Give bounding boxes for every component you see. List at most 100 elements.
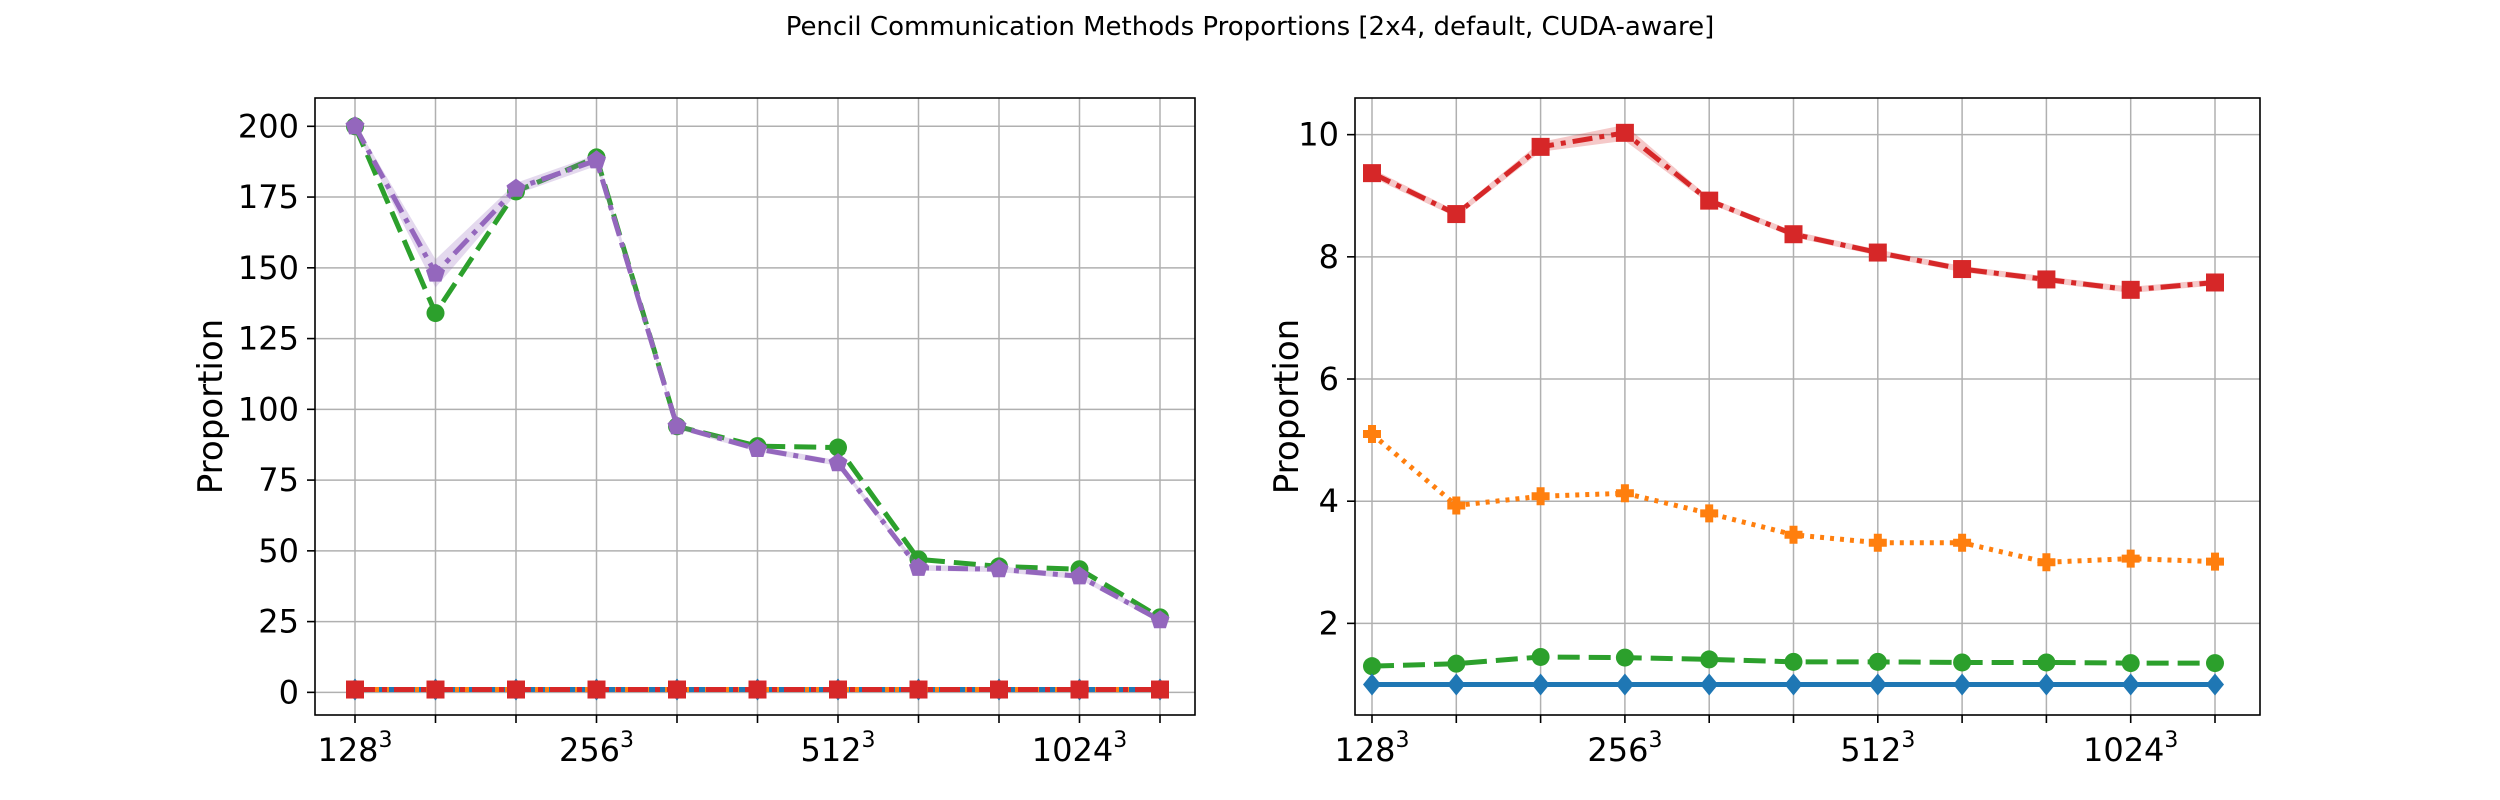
- data-point: [1700, 504, 1719, 523]
- data-point: [1363, 164, 1381, 183]
- data-point: [1615, 484, 1634, 503]
- y-axis-label: Proportion: [1267, 319, 1307, 494]
- data-point: [1868, 533, 1887, 552]
- data-point: [1615, 673, 1634, 696]
- data-point: [2121, 673, 2140, 696]
- data-point: [2121, 654, 2140, 673]
- data-point: [1531, 137, 1550, 156]
- y-tick-label: 4: [1319, 482, 1339, 520]
- data-point: [1953, 653, 1972, 672]
- series-2: [1363, 424, 2224, 572]
- y-tick-label: 150: [238, 249, 299, 287]
- data-point: [1615, 123, 1634, 142]
- y-tick-label: 175: [238, 178, 299, 216]
- data-point: [507, 680, 525, 699]
- data-point: [1447, 654, 1466, 673]
- data-point: [2206, 654, 2224, 673]
- series-5: [346, 680, 1169, 699]
- data-point: [829, 680, 847, 699]
- data-point: [2037, 553, 2056, 572]
- x-tick-label: 10243: [1032, 728, 1127, 769]
- y-tick-label: 100: [238, 390, 299, 428]
- y-axis-label: Proportion: [191, 319, 231, 494]
- x-tick-label: 5123: [1840, 728, 1915, 769]
- data-point: [345, 116, 365, 135]
- data-point: [1363, 424, 1381, 443]
- data-point: [346, 680, 364, 699]
- series-2: [345, 116, 1170, 629]
- data-point: [1784, 525, 1803, 544]
- x-tick-label: 2563: [1587, 728, 1662, 769]
- data-point: [426, 680, 445, 699]
- data-point: [668, 680, 686, 699]
- data-point: [2037, 270, 2056, 289]
- y-tick-label: 50: [258, 532, 299, 570]
- y-tick-label: 25: [258, 603, 299, 641]
- data-point: [587, 150, 606, 169]
- data-point: [829, 438, 847, 457]
- series-1: [1363, 123, 2224, 299]
- chart-panel-1: 0 25 50 75 100 125 150 175 200 1283 2563 5123 10243 P…: [191, 97, 1196, 769]
- axes-frame: [314, 97, 1196, 716]
- y-tick-label: 8: [1319, 238, 1339, 276]
- data-point: [1784, 673, 1803, 696]
- x-tick-label: 1283: [1334, 728, 1409, 769]
- data-point: [909, 680, 928, 699]
- y-tick-label: 6: [1319, 360, 1339, 398]
- data-point: [1531, 673, 1550, 696]
- series-4: [1363, 673, 2224, 696]
- data-point: [1070, 566, 1089, 585]
- data-point: [1953, 533, 1972, 552]
- data-point: [2206, 273, 2224, 292]
- y-tick-label: 125: [238, 320, 299, 358]
- data-point: [2037, 673, 2056, 696]
- y-tick-label: 0: [279, 673, 299, 711]
- data-point: [426, 304, 445, 323]
- data-point: [1447, 205, 1466, 224]
- series-line: [352, 125, 1162, 620]
- data-point: [1868, 673, 1887, 696]
- data-point: [1615, 648, 1634, 667]
- data-point: [1700, 191, 1719, 210]
- data-point: [1784, 225, 1803, 244]
- y-tick-label: 75: [258, 461, 299, 499]
- data-point: [1447, 673, 1466, 696]
- data-point: [1447, 496, 1466, 515]
- data-point: [2206, 552, 2224, 571]
- data-point: [1700, 650, 1719, 669]
- data-point: [1150, 610, 1170, 629]
- data-point: [989, 559, 1009, 578]
- data-point: [1531, 647, 1550, 666]
- x-tick-label: 1283: [317, 728, 392, 769]
- data-point: [2121, 280, 2140, 299]
- data-point: [1868, 243, 1887, 262]
- data-point: [2037, 653, 2056, 672]
- data-point: [1363, 673, 1381, 696]
- x-tick-label: 5123: [800, 728, 875, 769]
- series-3: [1363, 647, 2224, 676]
- x-tick-label: 2563: [559, 728, 634, 769]
- data-point: [426, 263, 445, 282]
- data-point: [506, 178, 526, 197]
- data-point: [1363, 657, 1381, 676]
- data-point: [1953, 673, 1972, 696]
- data-point: [1953, 260, 1972, 279]
- data-point: [587, 680, 606, 699]
- y-tick-label: 10: [1298, 116, 1339, 154]
- data-point: [1784, 652, 1803, 671]
- data-point: [990, 680, 1008, 699]
- data-point: [1151, 680, 1169, 699]
- data-point: [748, 680, 767, 699]
- data-point: [2121, 549, 2140, 568]
- x-tick-label: 10243: [2083, 728, 2178, 769]
- y-tick-label: 2: [1319, 604, 1339, 642]
- axes-frame: [1354, 97, 2261, 716]
- data-point: [1531, 487, 1550, 506]
- data-point: [667, 416, 687, 435]
- data-point: [2206, 673, 2224, 696]
- chart-panel-2: 2 4 6 8 10 1283 2563 5123 10243 Proportion: [1267, 97, 2261, 769]
- data-point: [1868, 652, 1887, 671]
- y-tick-label: 200: [238, 107, 299, 145]
- data-point: [1070, 680, 1089, 699]
